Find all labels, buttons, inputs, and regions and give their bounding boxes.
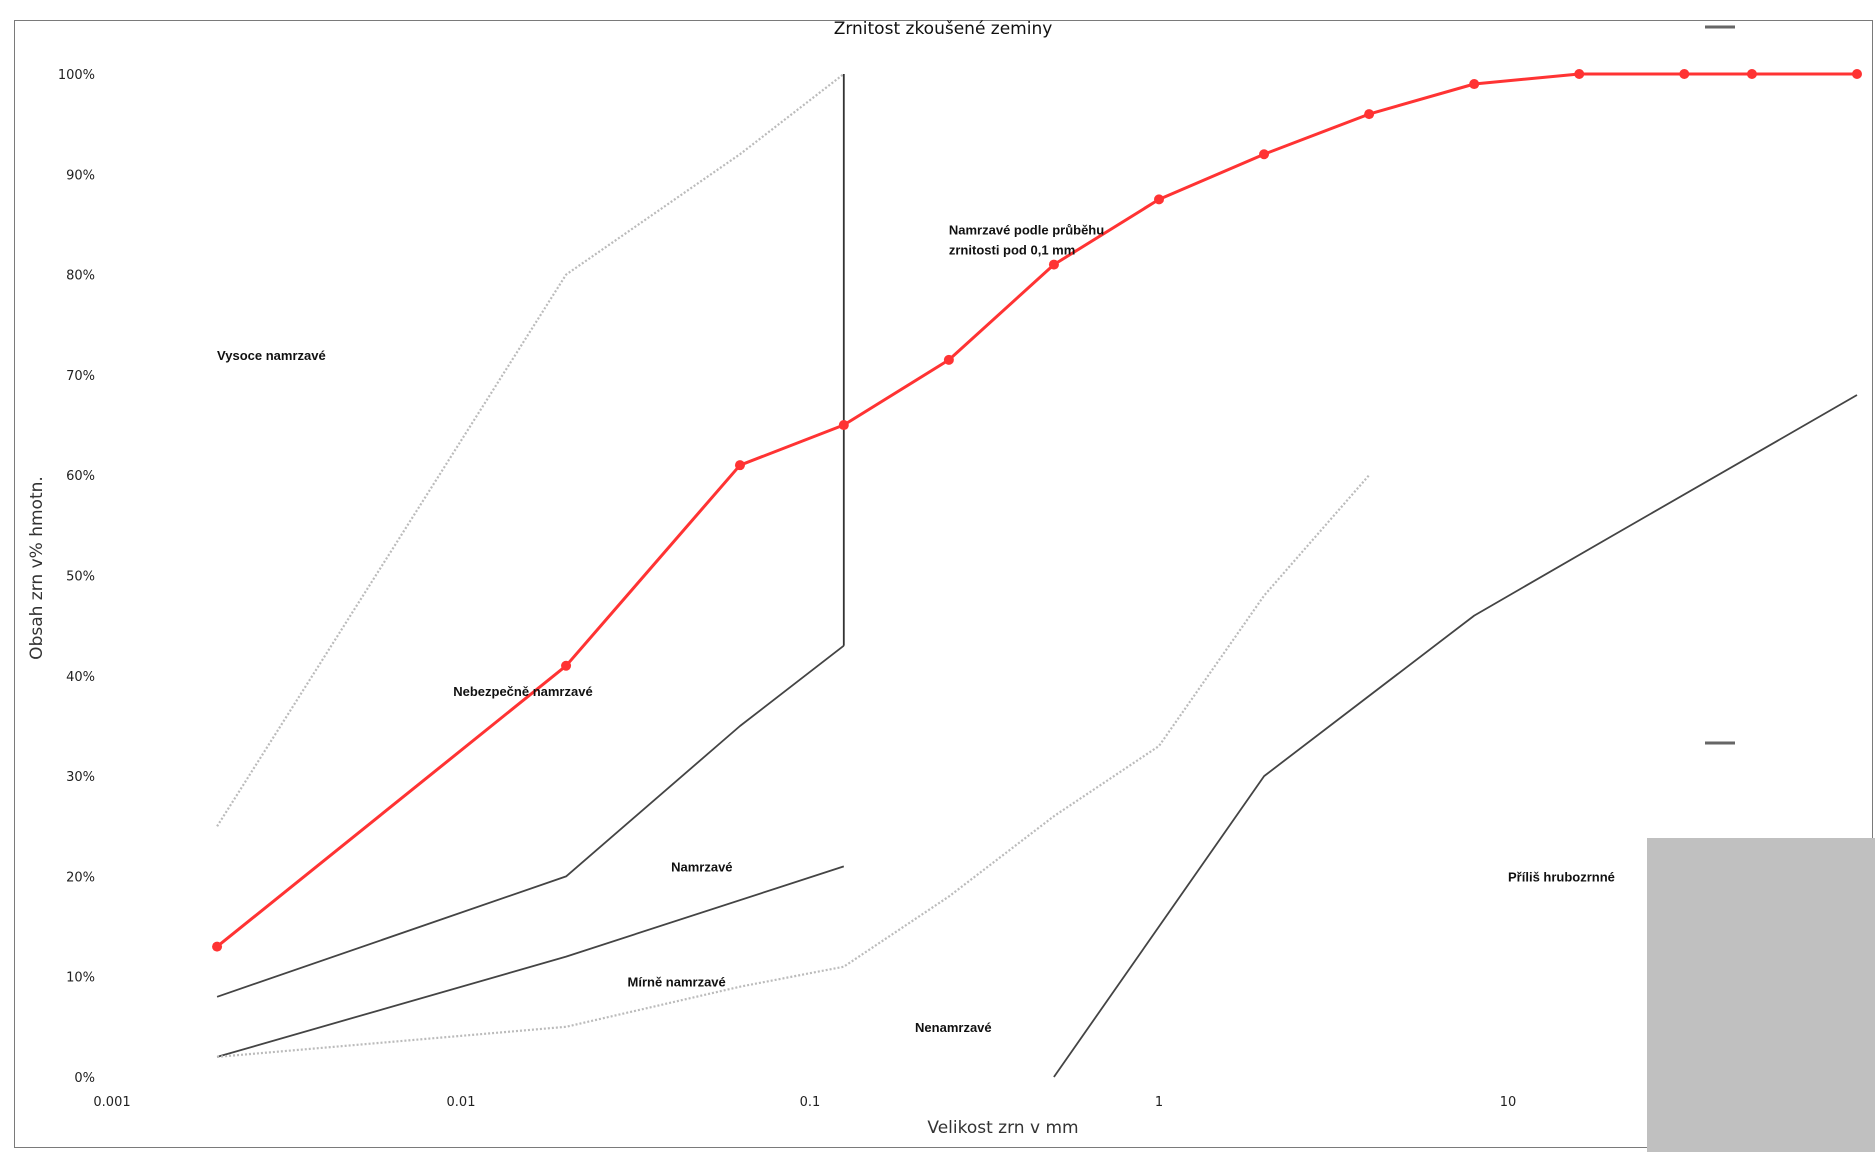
y-tick-label: 40%: [66, 670, 95, 685]
y-tick-label: 20%: [66, 870, 95, 885]
gray-overlay-box: [1647, 838, 1875, 1152]
sample-point: [1679, 69, 1690, 79]
sample-curve-line: [216, 72, 1857, 948]
sample-point: [838, 420, 849, 431]
y-tick-label: 60%: [66, 469, 95, 484]
zone-label: Namrzavé: [671, 859, 732, 874]
x-tick-label: 0.01: [447, 1095, 476, 1110]
sample-point: [1746, 69, 1757, 79]
y-axis-label: Obsah zrn v% hmotn.: [27, 476, 47, 660]
y-tick-label: 10%: [66, 971, 95, 986]
sample-point: [1048, 259, 1059, 270]
sample-point: [1852, 69, 1862, 79]
x-tick-label: 1: [1155, 1095, 1163, 1110]
y-tick-label: 100%: [58, 68, 95, 83]
x-tick-label: 10: [1500, 1095, 1517, 1110]
x-tick-label: 0.001: [93, 1095, 130, 1110]
zone-label: zrnitosti pod 0,1 mm: [949, 243, 1075, 258]
y-tick-label: 30%: [66, 770, 95, 785]
sample-point: [1574, 69, 1585, 79]
sample-point: [943, 354, 954, 365]
boundary-line-2: [216, 644, 845, 998]
sample-point: [212, 941, 223, 952]
sample-point: [1469, 79, 1480, 90]
boundary-line-4: [217, 474, 1370, 1058]
y-tick-label: 70%: [66, 369, 95, 384]
y-tick-label: 0%: [74, 1071, 95, 1086]
sample-point: [1259, 149, 1270, 160]
zone-label: Namrzavé podle průběhu: [949, 222, 1104, 237]
zone-label: Mírně namrzavé: [628, 975, 726, 990]
y-tick-label: 50%: [66, 570, 95, 585]
zone-label: Nenamrzavé: [915, 1020, 992, 1035]
boundary-line-1: [216, 73, 845, 827]
x-axis-label: Velikost zrn v mm: [927, 1118, 1078, 1138]
boundary-line-5: [1053, 394, 1858, 1078]
y-tick-label: 80%: [66, 269, 95, 284]
zone-label: Nebezpečně namrzavé: [453, 684, 592, 699]
x-tick-label: 0.1: [800, 1095, 821, 1110]
sample-point: [1364, 109, 1375, 120]
chart-title: Zrnitost zkoušené zeminy: [834, 19, 1053, 39]
sample-point: [561, 660, 572, 671]
zone-label: Příliš hrubozrnné: [1508, 869, 1615, 884]
boundary-line-3: [216, 865, 845, 1058]
sample-point: [1154, 194, 1164, 205]
zone-label: Vysoce namrzavé: [217, 348, 326, 363]
sample-point: [734, 460, 745, 471]
y-tick-label: 90%: [66, 168, 95, 183]
